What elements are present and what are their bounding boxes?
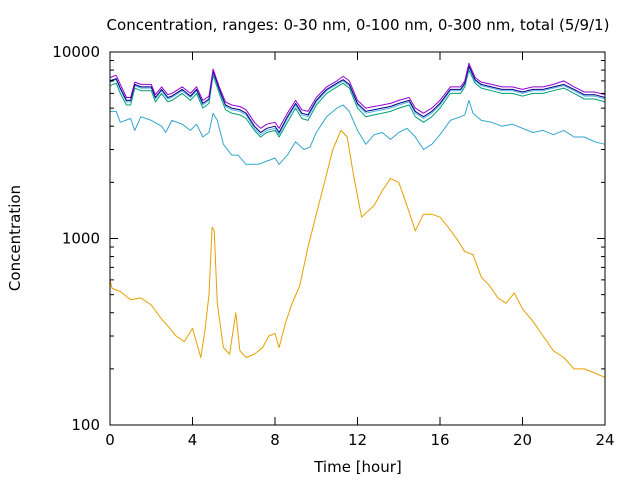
y-tick-label: 10000 <box>52 43 100 61</box>
series-line-1 <box>109 129 606 378</box>
x-axis-label: Time [hour] <box>313 458 402 476</box>
x-tick-label: 20 <box>513 431 532 449</box>
series-layer <box>109 62 606 378</box>
x-tick-label: 0 <box>105 431 115 449</box>
ticks-layer: 0 4 8 12 16 20 24 100 1000 10000 <box>52 43 614 449</box>
y-tick-label: 100 <box>71 416 100 434</box>
series-line-2 <box>110 99 606 165</box>
chart-title: Concentration, ranges: 0-30 nm, 0-100 nm… <box>107 16 610 34</box>
series-line-6 <box>109 62 606 129</box>
series-line-3 <box>109 69 606 138</box>
y-tick-label: 1000 <box>62 230 100 248</box>
x-tick-label: 24 <box>595 431 614 449</box>
series-line-4 <box>109 66 606 136</box>
x-tick-label: 12 <box>348 431 367 449</box>
x-tick-label: 8 <box>270 431 280 449</box>
y-axis-label: Concentration <box>6 185 24 291</box>
plot-frame <box>109 51 606 426</box>
series-line-5 <box>109 65 606 133</box>
x-tick-label: 4 <box>188 431 198 449</box>
x-tick-label: 16 <box>430 431 449 449</box>
